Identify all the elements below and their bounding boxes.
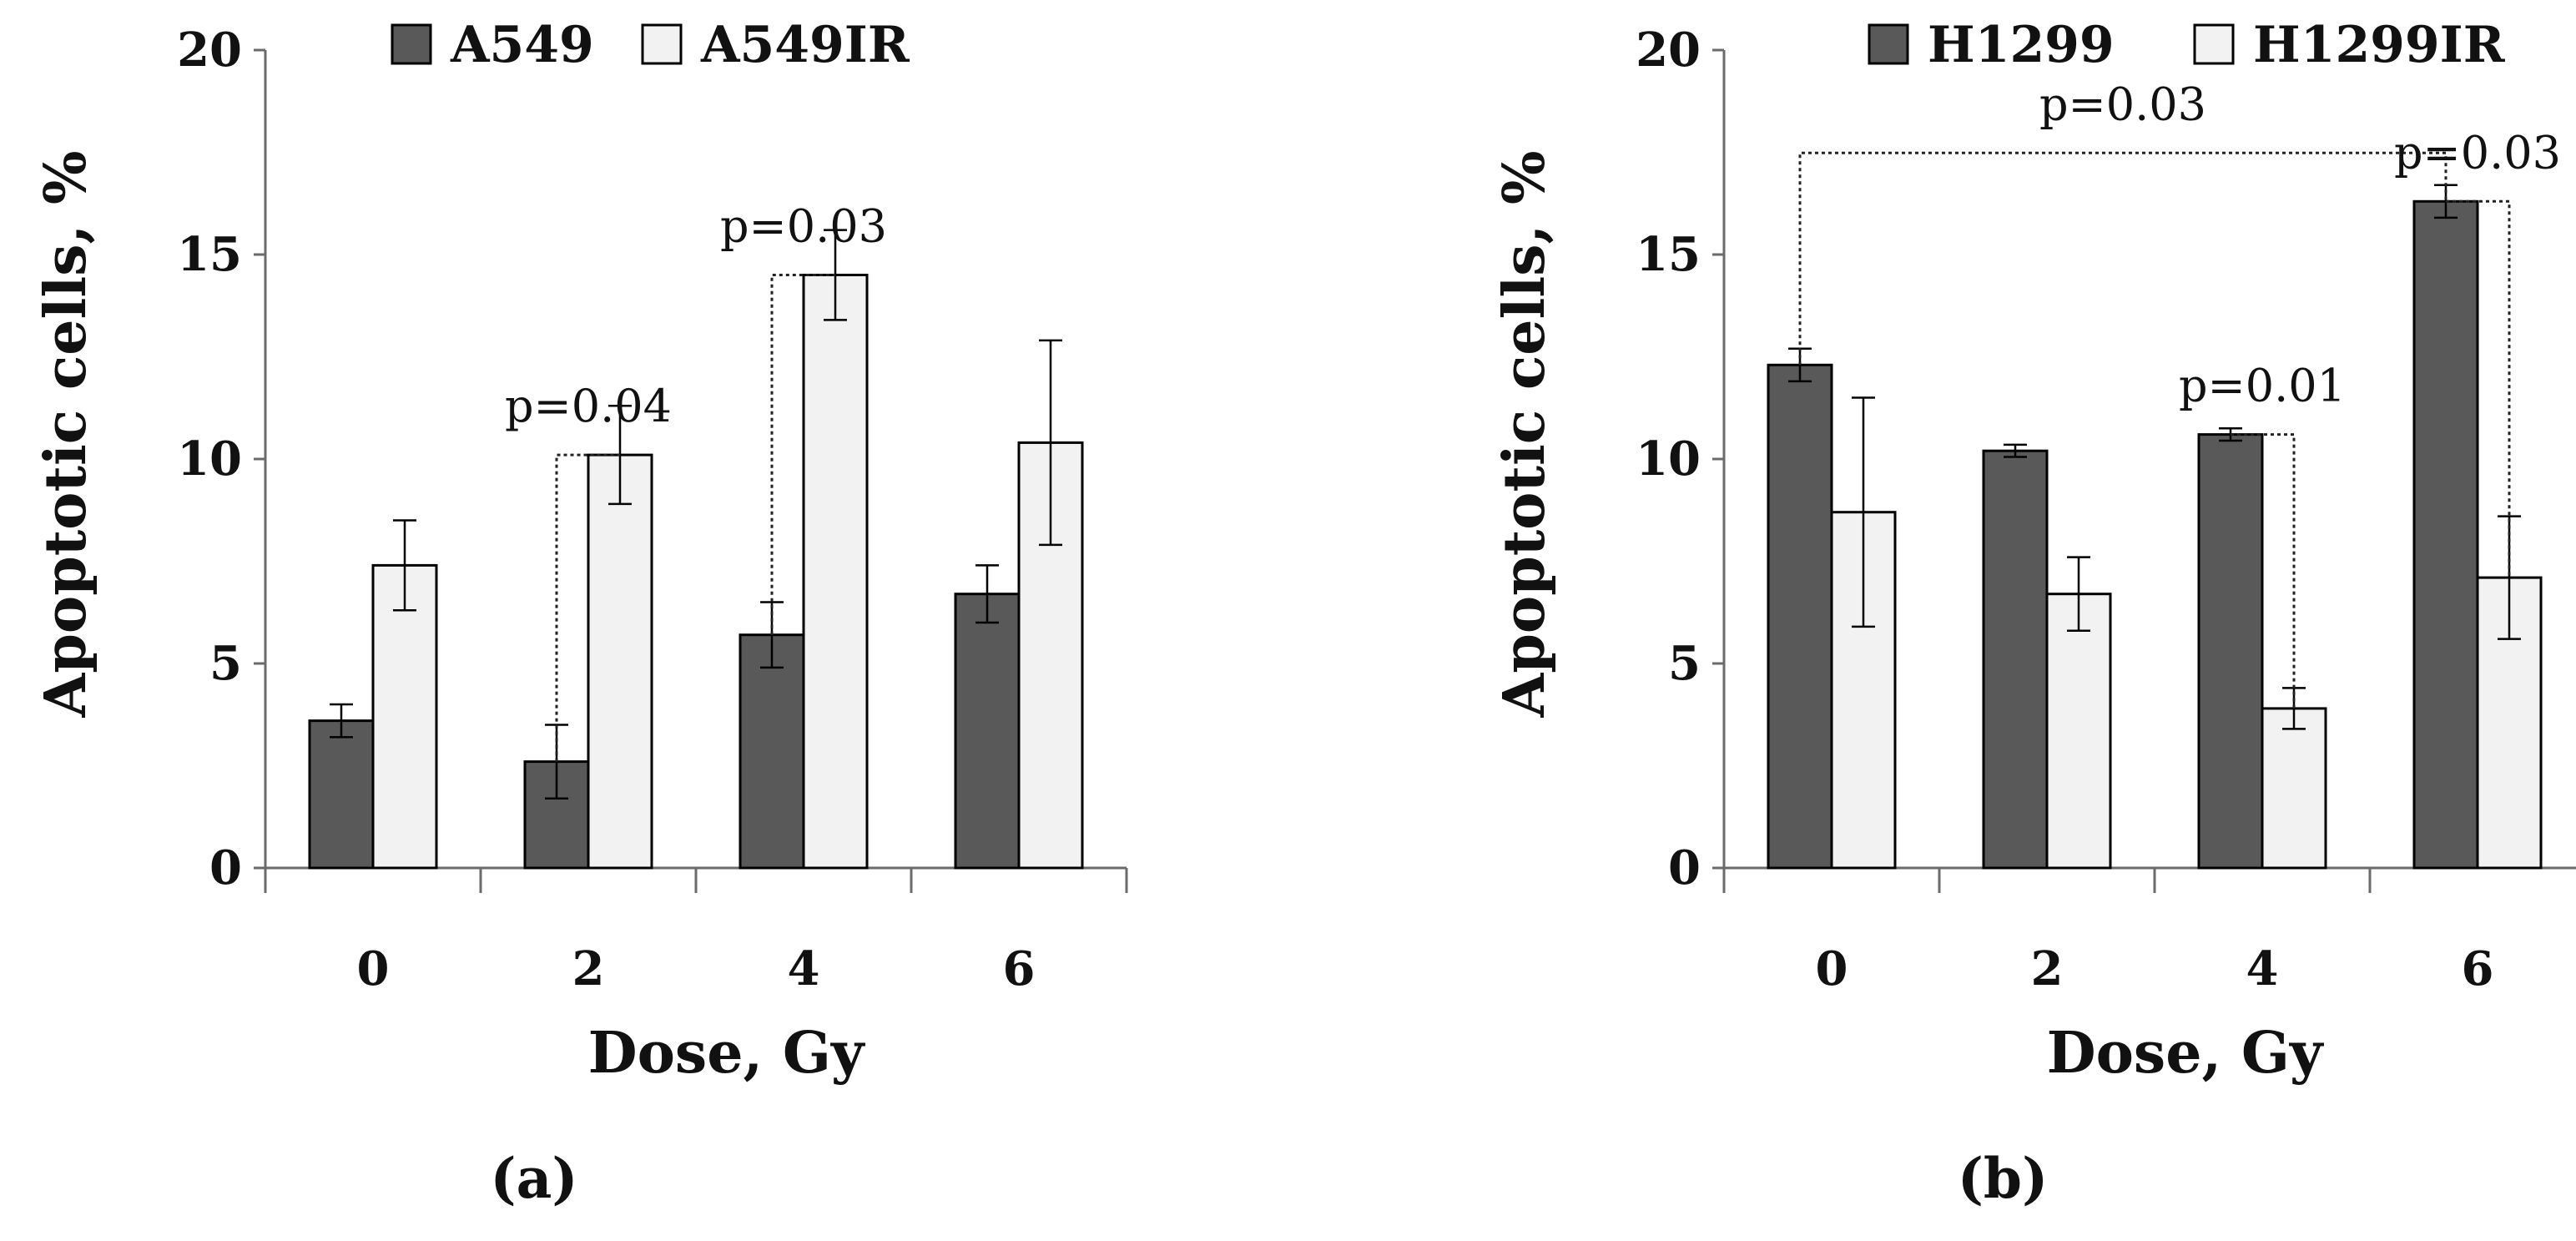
legend-swatch-h1299ir: [2193, 23, 2235, 65]
y-tick-label: 15: [177, 227, 242, 282]
panel-label: (b): [1958, 1146, 2049, 1211]
bar-h1299ir: [2261, 707, 2327, 870]
panel-label: (a): [490, 1146, 577, 1211]
legend-swatch-h1299: [1868, 23, 1909, 65]
x-tick-label: 2: [2031, 941, 2064, 996]
legend-label-h1299ir: H1299IR: [2253, 16, 2506, 74]
bar-a549: [308, 719, 375, 870]
x-tick-label: 0: [1816, 941, 1848, 996]
x-tick-label: 4: [788, 941, 820, 996]
legend-label-a549: A549: [450, 16, 594, 74]
x-tick-label: 6: [2462, 941, 2494, 996]
y-tick-label: 5: [1668, 636, 1701, 691]
x-tick-label: 4: [2246, 941, 2279, 996]
y-tick-label: 10: [177, 431, 242, 487]
y-tick-label: 5: [209, 636, 242, 691]
bar-h1299: [1982, 449, 2049, 870]
y-tick-label: 0: [209, 840, 242, 895]
significance-bracket: [770, 274, 835, 635]
legend-swatch-a549ir: [641, 23, 683, 65]
legend-swatch-a549: [391, 23, 432, 65]
significance-bracket: [2231, 433, 2296, 709]
panel-a: 0 5 10 15 20 0 2 4 6 p=0.04 p=0.03 A549 A549IR Apopto…: [33, 16, 1128, 1211]
legend-label-h1299: H1299: [1928, 16, 2115, 74]
bar-a549ir: [371, 563, 438, 870]
significance-bracket: [555, 453, 620, 762]
bar-h1299: [2412, 199, 2479, 870]
significance-bracket: [1798, 151, 2447, 366]
p-value-label: p=0.03: [2039, 78, 2206, 130]
bar-h1299: [2197, 433, 2264, 870]
y-axis-title: Apoptotic cells, %: [33, 151, 99, 719]
bar-a549ir: [587, 453, 653, 870]
p-value-label: p=0.03: [720, 200, 887, 253]
bar-h1299ir: [2045, 593, 2112, 870]
y-axis-title: Apoptotic cells, %: [1491, 151, 1558, 719]
bar-a549: [954, 593, 1021, 870]
p-value-label: p=0.01: [2179, 360, 2346, 412]
y-tick-label: 20: [177, 23, 242, 78]
x-tick-label: 0: [357, 941, 390, 996]
x-axis-title: Dose, Gy: [588, 1020, 866, 1087]
x-tick-label: 6: [1003, 941, 1036, 996]
significance-bracket: [2446, 199, 2511, 578]
y-tick-label: 10: [1636, 431, 1701, 487]
bar-h1299: [1767, 363, 1833, 870]
legend-label-a549ir: A549IR: [700, 16, 910, 74]
bar-a549ir: [802, 274, 869, 870]
p-value-label: p=0.03: [2394, 126, 2561, 179]
bar-a549: [739, 633, 805, 870]
y-tick-label: 0: [1668, 840, 1701, 895]
y-tick-label: 20: [1636, 23, 1701, 78]
y-tick-label: 15: [1636, 227, 1701, 282]
x-axis-title: Dose, Gy: [2047, 1020, 2325, 1087]
p-value-label: p=0.04: [505, 380, 672, 432]
x-tick-label: 2: [572, 941, 605, 996]
